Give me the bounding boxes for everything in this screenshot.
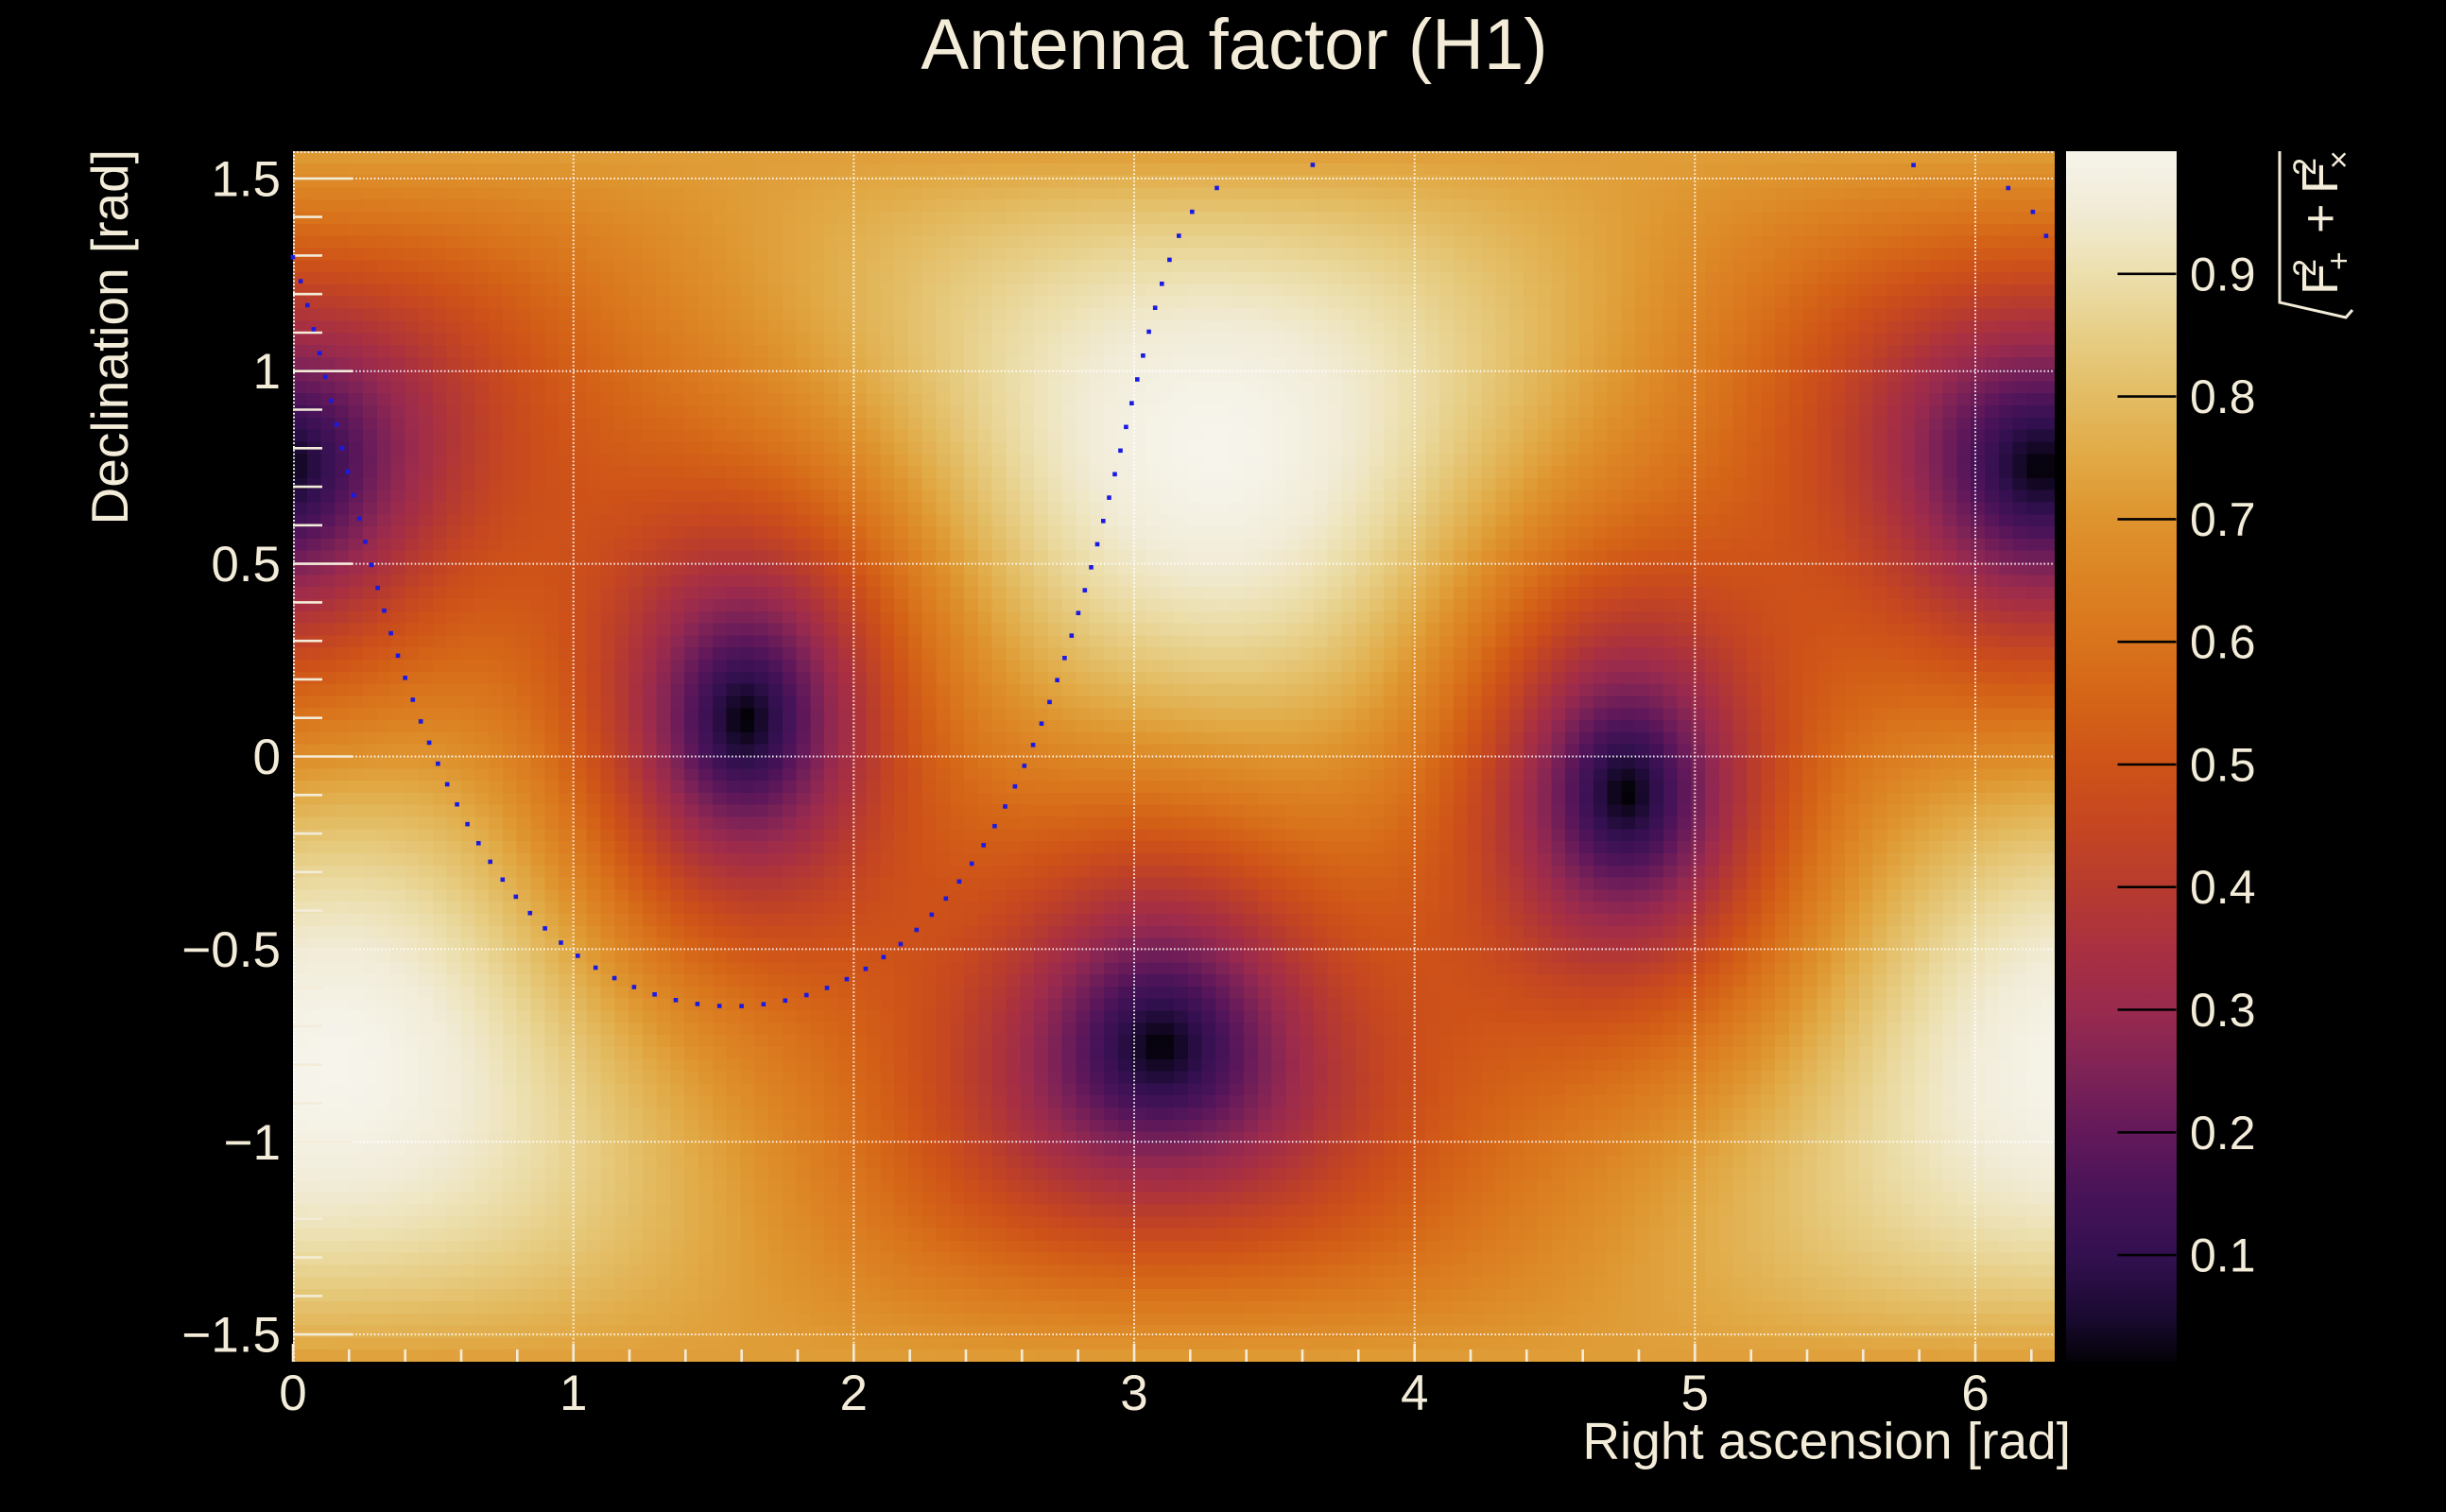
svg-text:+: + — [2292, 203, 2349, 233]
svg-text:1.5: 1.5 — [211, 151, 281, 207]
svg-text:0.5: 0.5 — [2190, 739, 2256, 792]
svg-text:Antenna factor (H1): Antenna factor (H1) — [921, 5, 1547, 85]
svg-text:0.5: 0.5 — [211, 537, 281, 593]
svg-text:0.8: 0.8 — [2190, 370, 2256, 423]
svg-text:×: × — [2321, 150, 2357, 169]
svg-text:0.7: 0.7 — [2190, 493, 2256, 546]
svg-text:2: 2 — [2287, 158, 2323, 176]
svg-text:+: + — [2321, 251, 2357, 270]
svg-text:1: 1 — [560, 1366, 587, 1421]
svg-text:0.4: 0.4 — [2190, 861, 2256, 914]
svg-text:0.1: 0.1 — [2190, 1229, 2256, 1282]
svg-text:0.2: 0.2 — [2190, 1107, 2256, 1160]
svg-text:−0.5: −0.5 — [181, 922, 281, 978]
svg-text:−1.5: −1.5 — [181, 1308, 281, 1364]
svg-text:2: 2 — [840, 1366, 868, 1421]
svg-text:2: 2 — [2287, 259, 2323, 277]
svg-text:3: 3 — [1120, 1366, 1147, 1421]
svg-text:5: 5 — [1681, 1366, 1709, 1421]
svg-text:0.9: 0.9 — [2190, 248, 2256, 301]
svg-text:1: 1 — [253, 344, 281, 400]
svg-text:6: 6 — [1961, 1366, 1989, 1421]
svg-text:0: 0 — [279, 1366, 306, 1421]
svg-text:0.3: 0.3 — [2190, 984, 2256, 1037]
svg-text:−1: −1 — [224, 1115, 281, 1171]
svg-text:Declination [rad]: Declination [rad] — [80, 149, 139, 524]
svg-text:F: F — [2292, 264, 2349, 295]
svg-text:0.6: 0.6 — [2190, 616, 2256, 669]
svg-text:Right ascension [rad]: Right ascension [rad] — [1582, 1412, 2071, 1470]
svg-text:0: 0 — [253, 730, 281, 785]
svg-text:F: F — [2292, 163, 2349, 194]
svg-text:4: 4 — [1401, 1366, 1428, 1421]
